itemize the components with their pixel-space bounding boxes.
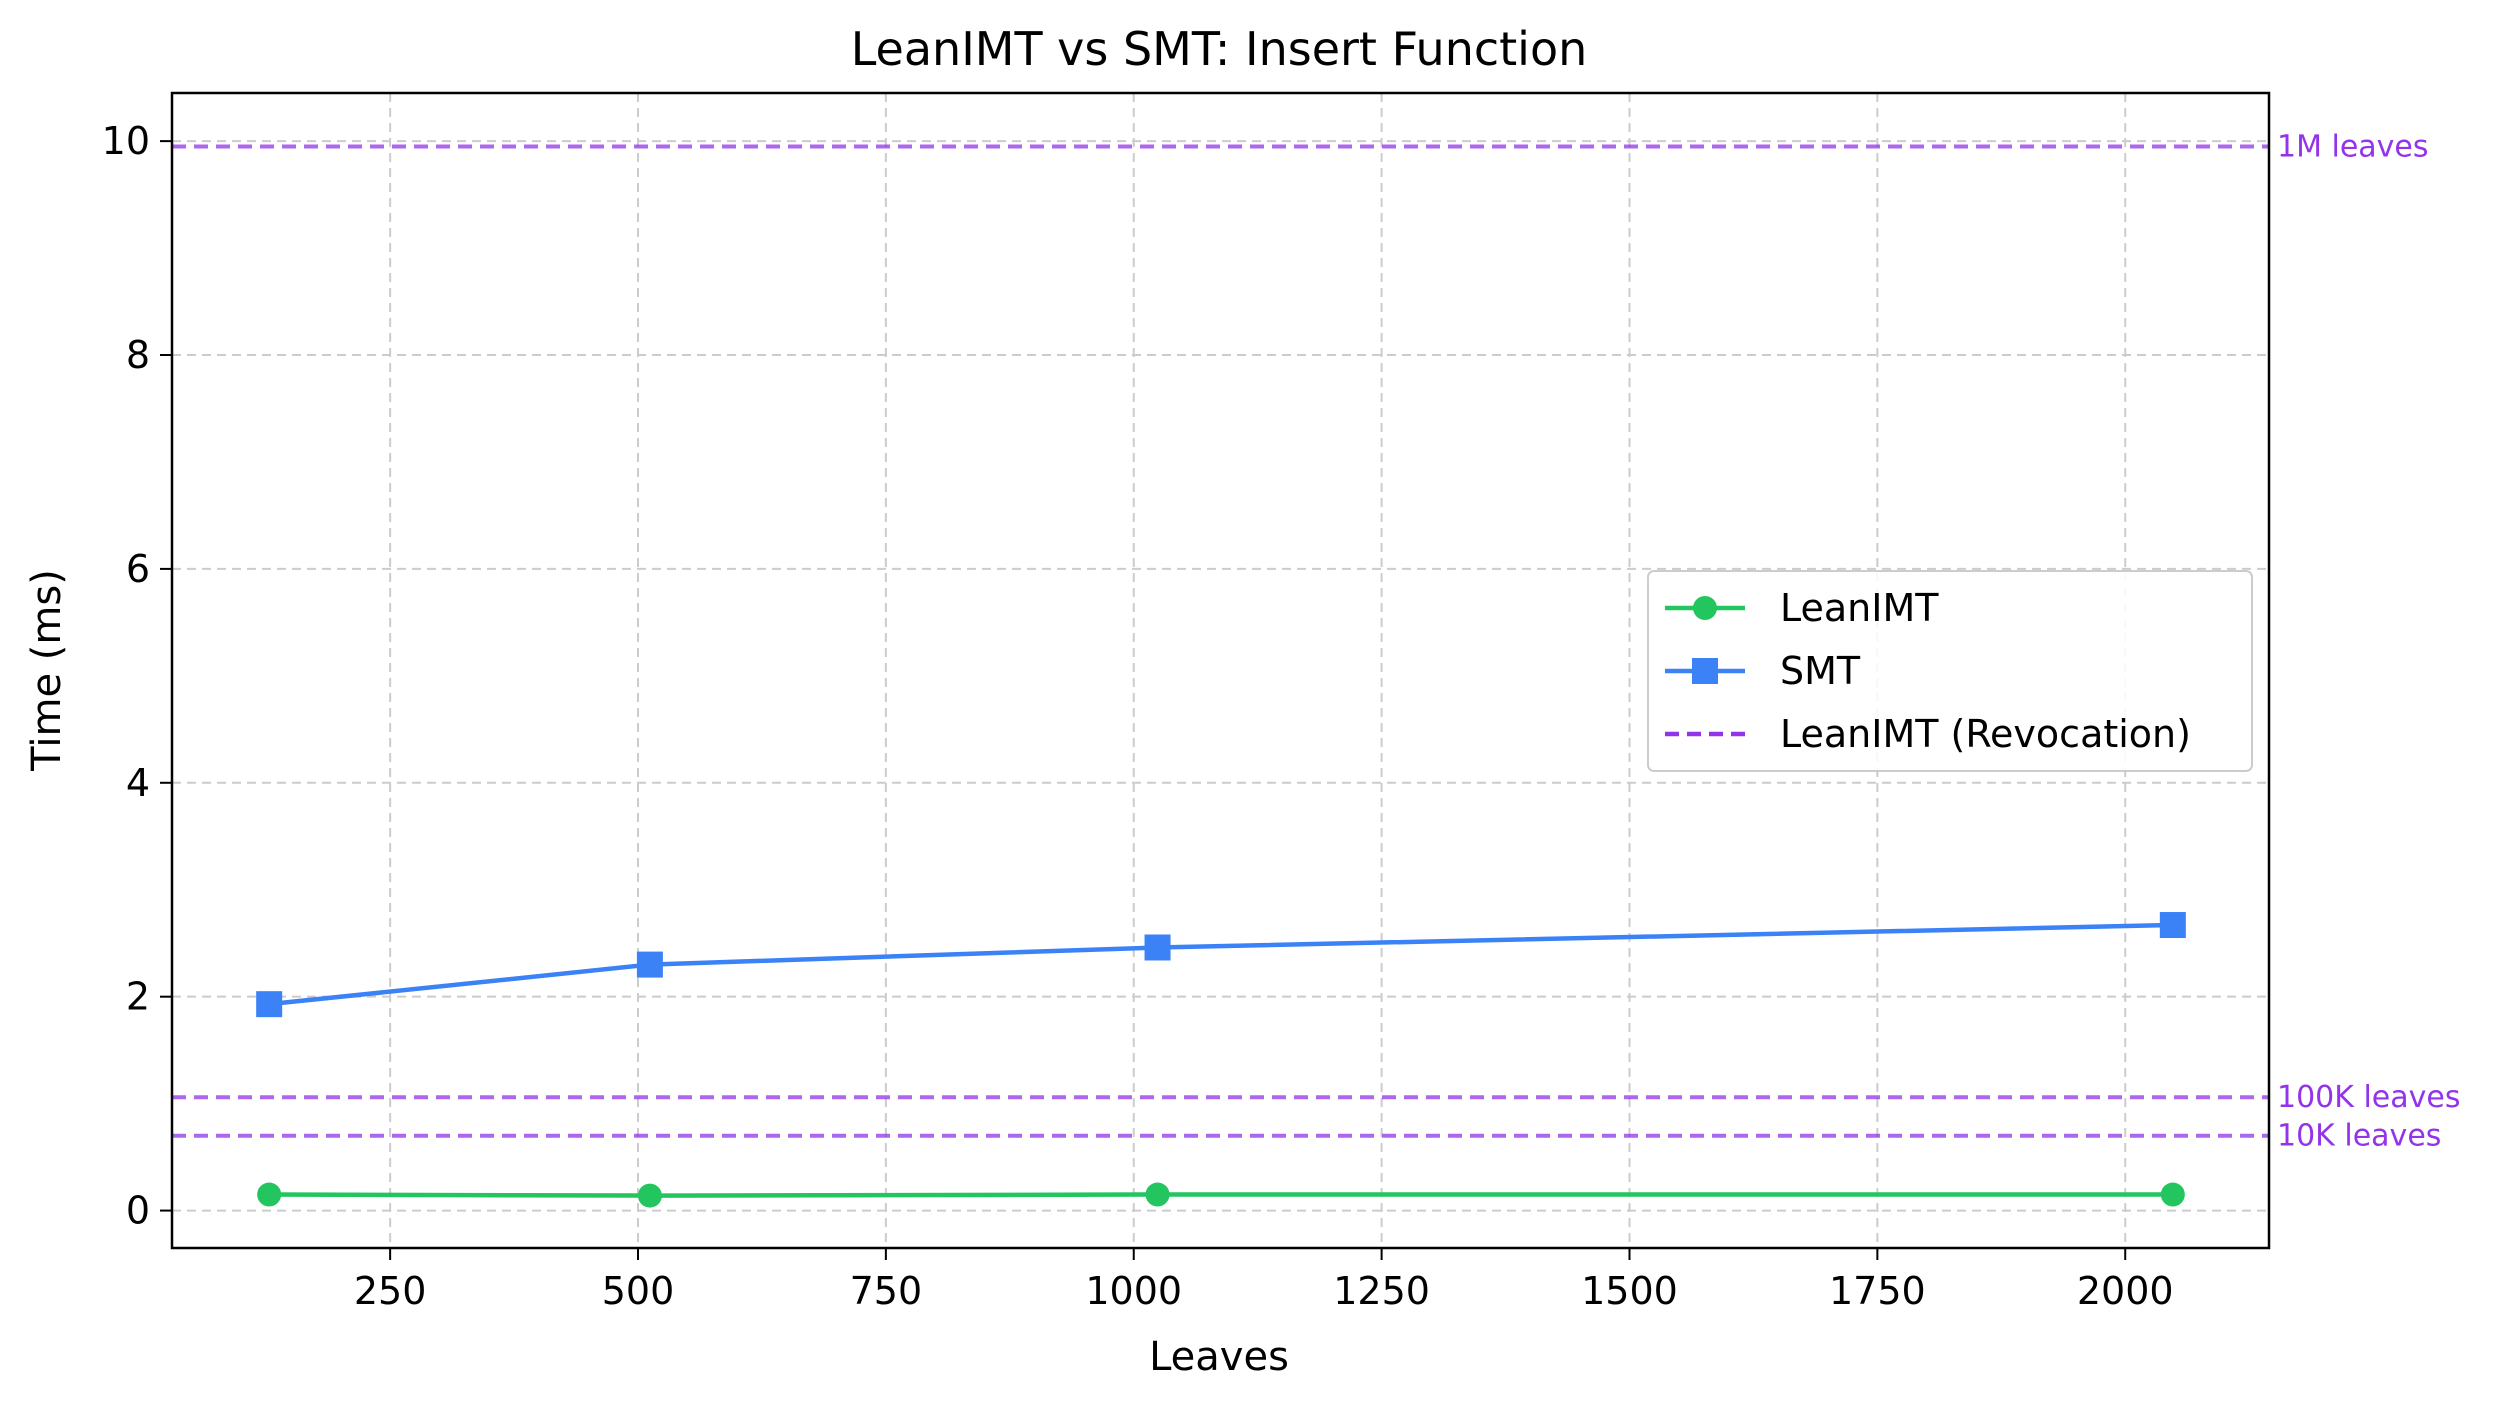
legend-marker xyxy=(1692,658,1718,684)
reference-line-label: 10K leaves xyxy=(2277,1119,2441,1154)
x-tick-label: 1000 xyxy=(1085,1269,1182,1313)
data-point xyxy=(2160,1182,2185,1207)
x-tick-label: 2000 xyxy=(2077,1269,2174,1313)
y-tick-label: 8 xyxy=(126,333,150,377)
y-axis: 0 2 4 6 8 10 xyxy=(102,119,172,1233)
data-point xyxy=(257,1182,282,1207)
legend: LeanIMT SMT LeanIMT (Revocation) xyxy=(1647,570,2253,772)
y-tick-label: 0 xyxy=(126,1189,150,1233)
x-tick-label: 750 xyxy=(850,1269,923,1313)
y-tick-label: 2 xyxy=(126,975,150,1019)
x-tick-label: 1500 xyxy=(1581,1269,1678,1313)
grid xyxy=(172,93,2269,1248)
data-point xyxy=(2159,912,2186,939)
x-tick-label: 1750 xyxy=(1829,1269,1926,1313)
x-tick-label: 500 xyxy=(602,1269,675,1313)
reference-line-label: 1M leaves xyxy=(2277,129,2429,164)
data-point xyxy=(637,1183,662,1208)
chart-title: LeanIMT vs SMT: Insert Function xyxy=(851,22,1588,76)
data-point xyxy=(256,991,283,1018)
reference-line-label: 100K leaves xyxy=(2277,1080,2461,1115)
series-group xyxy=(256,912,2186,1208)
data-point xyxy=(1145,1182,1170,1207)
legend-label: LeanIMT (Revocation) xyxy=(1780,712,2191,756)
data-point xyxy=(1144,934,1171,961)
legend-label: SMT xyxy=(1780,649,1861,693)
x-tick-label: 250 xyxy=(354,1269,427,1313)
y-axis-label: Time (ms) xyxy=(24,569,70,772)
y-tick-label: 6 xyxy=(126,547,150,591)
y-tick-label: 4 xyxy=(126,761,150,805)
series-line xyxy=(268,922,2173,1007)
data-point xyxy=(636,951,663,978)
plot-frame xyxy=(170,91,2271,1250)
x-tick-label: 1250 xyxy=(1333,1269,1430,1313)
x-axis-label: Leaves xyxy=(1149,1334,1289,1380)
reference-lines: 1M leaves 100K leaves 10K leaves xyxy=(172,129,2461,1154)
x-axis: 250 500 750 1000 1250 1500 1750 2000 xyxy=(354,1248,2174,1313)
y-tick-label: 10 xyxy=(102,119,150,163)
legend-marker xyxy=(1693,596,1717,620)
series-line xyxy=(269,1192,2173,1198)
legend-frame xyxy=(1647,570,2253,772)
legend-label: LeanIMT xyxy=(1780,586,1939,630)
